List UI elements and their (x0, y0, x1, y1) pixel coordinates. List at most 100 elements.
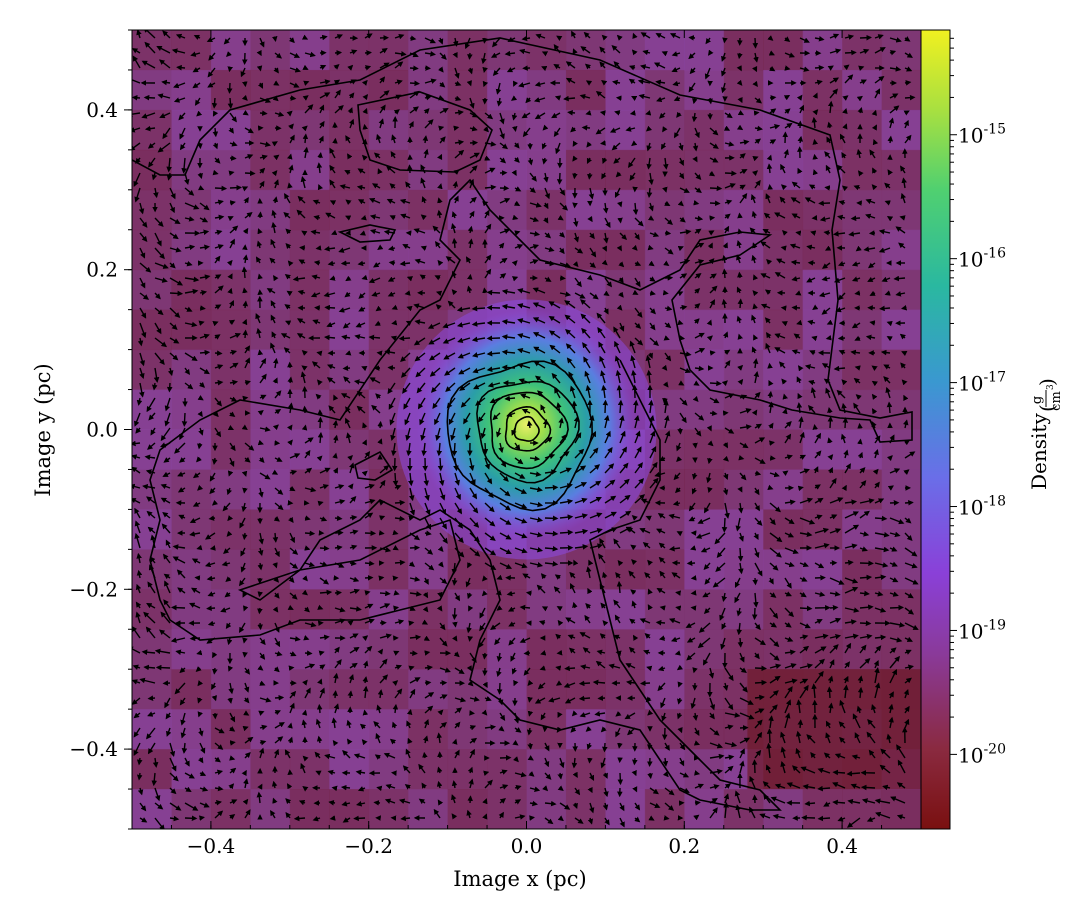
heatmap-cell (881, 629, 921, 670)
velocity-arrow (857, 686, 864, 699)
velocity-arrow (859, 574, 873, 581)
velocity-arrow (482, 37, 488, 44)
velocity-arrow (198, 757, 204, 764)
velocity-arrow (132, 697, 141, 705)
velocity-arrow (134, 507, 141, 519)
velocity-arrow (176, 64, 186, 71)
velocity-arrow (377, 244, 384, 251)
velocity-arrow (132, 664, 141, 670)
heatmap-cell (723, 509, 764, 550)
velocity-arrow (148, 412, 156, 421)
heatmap-cell (132, 589, 172, 630)
velocity-arrow (754, 679, 768, 686)
velocity-arrow (257, 607, 263, 615)
heatmap-cell (842, 69, 883, 111)
heatmap-cell (684, 309, 725, 351)
velocity-arrow (189, 531, 201, 537)
velocity-arrow (169, 187, 176, 200)
heatmap-cell (408, 69, 449, 111)
heatmap-cell (132, 429, 172, 470)
heatmap-cell (447, 30, 488, 71)
velocity-arrow (197, 442, 203, 450)
velocity-arrow (662, 397, 668, 404)
velocity-arrow (486, 350, 501, 357)
velocity-arrow (154, 217, 164, 228)
velocity-arrow (181, 742, 188, 754)
velocity-arrow (796, 319, 803, 326)
velocity-arrow (903, 394, 909, 402)
heatmap-cell (289, 269, 330, 311)
velocity-arrow (557, 772, 563, 780)
heatmap-cell (132, 229, 172, 271)
velocity-arrow (617, 201, 623, 208)
heatmap-cell (763, 30, 804, 71)
heatmap-cell (289, 109, 330, 151)
velocity-arrow (617, 399, 624, 414)
velocity-arrow (256, 49, 262, 57)
velocity-arrow (880, 349, 891, 356)
heatmap-cell (684, 109, 725, 151)
velocity-arrow (242, 487, 248, 494)
velocity-arrow (329, 815, 336, 821)
y-tick-label: −0.2 (69, 577, 118, 601)
velocity-arrow (271, 469, 279, 475)
velocity-arrow (527, 696, 533, 703)
velocity-arrow (301, 34, 309, 40)
velocity-arrow (145, 626, 156, 639)
colorbar-tick-label: 10-17 (958, 370, 1006, 396)
heatmap-cell (329, 749, 370, 790)
heatmap-cell (329, 469, 370, 510)
velocity-arrow (164, 412, 171, 427)
velocity-arrow (162, 127, 171, 140)
heatmap-cell (250, 509, 291, 550)
velocity-arrow (766, 163, 773, 174)
velocity-arrow (184, 276, 200, 283)
heatmap-cell (487, 629, 527, 670)
velocity-arrow (737, 333, 743, 340)
heatmap-cell (565, 189, 606, 231)
velocity-arrow (136, 30, 142, 39)
velocity-arrow (616, 384, 623, 399)
velocity-arrow (844, 49, 857, 56)
heatmap-cell (408, 109, 449, 151)
heatmap-cell (171, 509, 212, 550)
velocity-arrow (632, 202, 639, 216)
colorbar-tick-label: 10-20 (958, 741, 1006, 767)
velocity-arrow (153, 187, 159, 199)
velocity-arrow (646, 187, 653, 198)
velocity-arrow (511, 276, 519, 282)
velocity-arrow (197, 711, 203, 718)
heatmap-cell (723, 629, 764, 670)
heatmap-cell (763, 69, 804, 111)
velocity-arrow (409, 650, 418, 656)
velocity-arrow (173, 97, 186, 103)
heatmap-cell (881, 269, 921, 311)
velocity-arrow (169, 802, 182, 811)
heatmap-cell (802, 349, 843, 391)
velocity-arrow (175, 33, 186, 40)
heatmap-cell (526, 589, 567, 630)
velocity-arrow (677, 427, 683, 435)
velocity-arrow (647, 772, 653, 780)
velocity-arrow (578, 680, 591, 687)
heatmap-cell (329, 309, 370, 351)
colorbar-tick-exponent: -17 (983, 370, 1006, 386)
heatmap-cell (250, 429, 291, 470)
heatmap-cell (802, 429, 843, 470)
velocity-arrow (406, 305, 413, 312)
velocity-arrow (392, 703, 399, 714)
velocity-arrow (769, 455, 776, 461)
velocity-arrow (184, 367, 191, 376)
velocity-arrow (451, 442, 458, 457)
heatmap-cell (605, 629, 646, 670)
velocity-arrow (544, 484, 559, 491)
heatmap-cell (763, 789, 804, 829)
heatmap-cell (723, 429, 764, 470)
velocity-arrow (364, 560, 375, 567)
heatmap-cell (881, 109, 921, 151)
velocity-arrow (616, 580, 623, 594)
velocity-arrow (147, 442, 156, 450)
velocity-arrow (301, 424, 308, 431)
heatmap-cell (171, 389, 212, 430)
velocity-arrow (172, 556, 186, 564)
